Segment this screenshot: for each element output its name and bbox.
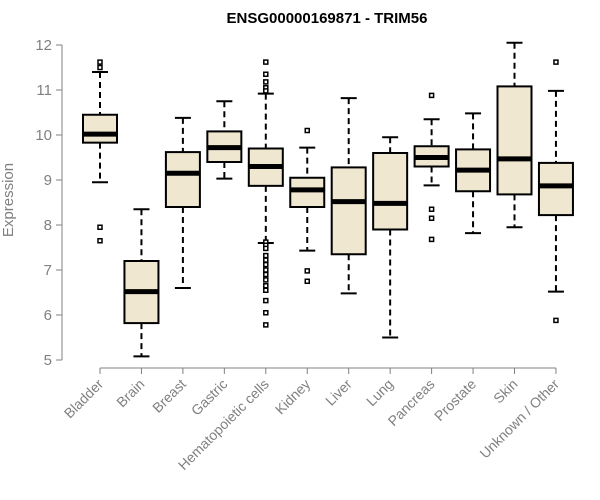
box: [164, 151, 201, 209]
outlier-point: [263, 88, 269, 94]
outlier-point: [97, 59, 103, 65]
y-tick-label: 10: [35, 127, 52, 144]
box-group: [289, 127, 326, 284]
box-group: [372, 136, 409, 339]
box-group: [496, 41, 533, 229]
outlier-point: [263, 322, 269, 328]
outlier-point: [263, 257, 269, 263]
outlier-point: [428, 206, 435, 212]
box-group: [164, 116, 201, 289]
outlier-point: [263, 267, 269, 273]
box-group: [123, 208, 160, 358]
outlier-point: [263, 283, 269, 289]
outlier-point: [263, 277, 269, 283]
x-tick-label: Kidney: [272, 376, 314, 418]
box-group: [330, 97, 367, 295]
x-tick-label: Lung: [363, 376, 396, 409]
outlier-point: [97, 64, 103, 71]
outlier-point: [428, 215, 435, 221]
x-tick-label: Bladder: [61, 376, 107, 422]
outlier-point: [553, 59, 559, 65]
outlier-point: [428, 236, 435, 243]
box-group: [455, 112, 492, 235]
box: [330, 166, 367, 256]
y-tick-label: 12: [35, 37, 52, 54]
x-tick-label: Liver: [322, 376, 355, 409]
y-axis-label: Expression: [0, 163, 17, 237]
outlier-point: [263, 79, 269, 85]
box-group: [206, 100, 243, 180]
outlier-point: [97, 224, 103, 230]
outlier-point: [263, 59, 269, 65]
box: [372, 152, 409, 231]
outlier-point: [263, 245, 269, 252]
outlier-point: [263, 261, 269, 268]
outlier-point: [97, 238, 103, 244]
y-tick-label: 7: [44, 262, 52, 279]
outlier-point: [263, 297, 269, 304]
outlier-point: [263, 71, 269, 77]
box-group: [247, 59, 284, 328]
box: [537, 161, 574, 217]
y-tick-label: 9: [44, 172, 52, 189]
x-tick-label: Breast: [149, 376, 189, 416]
y-tick-label: 5: [44, 352, 52, 369]
y-tick-label: 6: [44, 307, 52, 324]
x-tick-label: Unknown / Other: [476, 376, 562, 462]
x-tick-label: Brain: [113, 376, 147, 410]
box: [82, 113, 118, 144]
outlier-point: [553, 317, 559, 324]
outlier-point: [304, 278, 310, 284]
outlier-point: [263, 310, 269, 316]
boxes: [82, 41, 574, 358]
y-tick-label: 11: [36, 82, 52, 99]
outlier-point: [428, 92, 435, 99]
x-tick-label: Prostate: [431, 376, 479, 424]
box-group: [413, 92, 450, 243]
outlier-point: [263, 287, 269, 293]
box-group: [82, 59, 118, 244]
x-tick-label: Skin: [490, 376, 521, 407]
y-tick-label: 8: [44, 217, 52, 234]
chart-title: ENSG00000169871 - TRIM56: [227, 10, 428, 27]
outlier-point: [304, 127, 310, 134]
box-group: [537, 59, 574, 324]
outlier-point: [263, 271, 269, 278]
outlier-point: [304, 268, 310, 274]
outlier-point: [263, 252, 269, 259]
box: [496, 85, 533, 196]
